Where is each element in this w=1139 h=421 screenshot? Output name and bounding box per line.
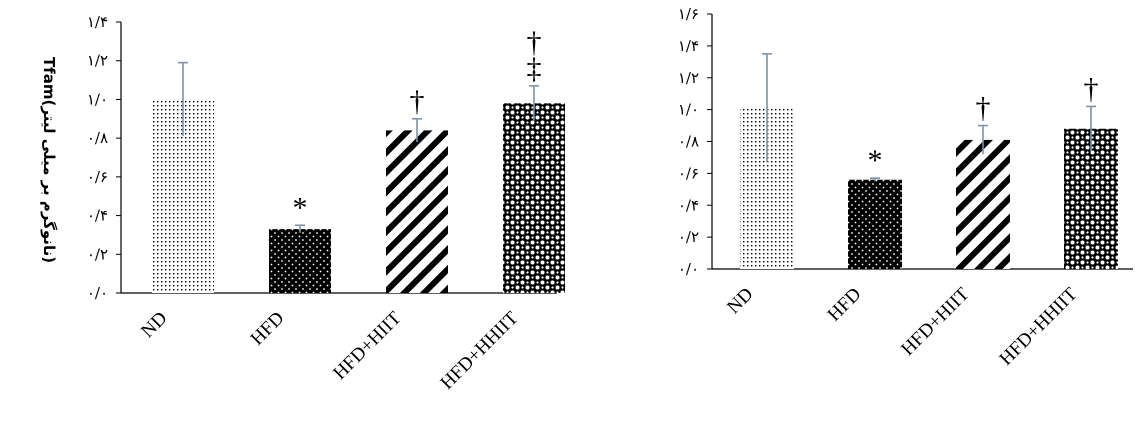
significance-marker: * <box>868 144 883 177</box>
y-tick-label: ۰/۲ <box>87 245 108 263</box>
chart-right-plot: ۰/۰ ۰/۲ ۰/۴ ۰/۶ ۰/۸ ۱/۰ ۱/۲ ۱/۴ ۱/۶ ND * HFD † HFD+HI… <box>678 5 1133 370</box>
category-label: HFD+HIIT <box>897 283 973 359</box>
significance-marker: * <box>293 191 308 224</box>
y-tick-label: ۰/۲ <box>678 228 699 246</box>
chart-left-plot: ۰/۰ ۰/۲ ۰/۴ ۰/۶ ۰/۸ ۱/۰ ۱/۲ ۱/۴ ND * HFD † HFD+HIIT †… <box>87 13 565 394</box>
y-tick-label: ۰/۴ <box>87 207 108 225</box>
bar-hfd-hhiit <box>1064 128 1118 269</box>
category-label: ND <box>723 284 757 318</box>
y-tick-label: ۱/۴ <box>678 37 699 55</box>
chart-right-svg: ۰/۰ ۰/۲ ۰/۴ ۰/۶ ۰/۸ ۱/۰ ۱/۲ ۱/۴ ۱/۶ ND * HFD † HFD+HI… <box>678 5 1133 370</box>
y-tick-label: ۰/۰ <box>678 260 699 278</box>
significance-marker: † <box>1084 72 1099 105</box>
significance-marker: ‡ <box>527 52 542 85</box>
bar-hfd-hiit <box>386 130 448 293</box>
y-tick-label: ۱/۰ <box>87 90 108 108</box>
category-label: HFD <box>247 308 289 350</box>
category-label: HFD+HHIIT <box>996 283 1082 369</box>
significance-marker: † <box>976 92 991 125</box>
bar-hfd <box>269 229 331 293</box>
y-tick-label: ۱/۰ <box>678 101 699 119</box>
chart-left: Tfam(نانوگرم بر میلی لیتر) ۰/۰ ۰/۲ ۰/۴ ۰/۶ ۰… <box>40 13 565 394</box>
y-tick-label: ۰/۶ <box>87 168 108 186</box>
significance-marker: † <box>527 26 542 59</box>
category-label: HFD+HHIIT <box>437 307 523 393</box>
y-tick-label: ۰/۸ <box>678 133 699 151</box>
y-tick-label: ۰/۸ <box>87 129 108 147</box>
category-label: HFD <box>824 284 866 326</box>
y-tick-label: ۱/۲ <box>678 69 699 87</box>
bar-hfd-hiit <box>956 139 1010 269</box>
y-axis-label: Tfam(نانوگرم بر میلی لیتر) <box>40 57 58 263</box>
bar-hfd <box>848 179 902 269</box>
y-tick-label: ۰/۰ <box>87 284 108 302</box>
bar-hfd-hhiit <box>503 103 565 293</box>
chart-left-svg: Tfam(نانوگرم بر میلی لیتر) ۰/۰۰/۲۰/۴۰/۶۰… <box>40 13 565 394</box>
y-tick-label: ۱/۲ <box>87 52 108 70</box>
y-tick-label: ۰/۶ <box>678 164 699 182</box>
category-label: ND <box>137 308 171 342</box>
category-label: HFD+HIIT <box>329 307 405 383</box>
y-tick-label: ۰/۴ <box>678 196 699 214</box>
y-tick-label: ۱/۶ <box>678 5 699 23</box>
chart-right: ۰/۰ ۰/۲ ۰/۴ ۰/۶ ۰/۸ ۱/۰ ۱/۲ ۱/۴ ۱/۶ ND * HFD † HFD+HI… <box>570 0 1139 421</box>
significance-marker: † <box>410 85 425 118</box>
y-tick-label: ۱/۴ <box>87 13 108 31</box>
